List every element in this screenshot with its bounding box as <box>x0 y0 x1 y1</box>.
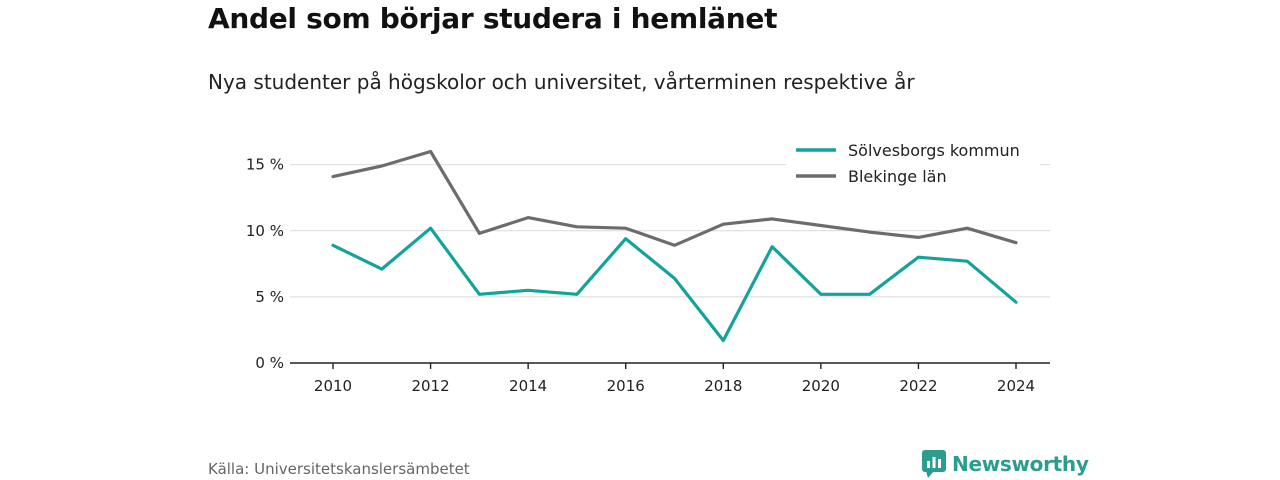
legend-label: Blekinge län <box>848 167 947 186</box>
x-tick-label: 2020 <box>802 377 840 395</box>
legend: Sölvesborgs kommun Blekinge län <box>786 133 1040 191</box>
x-tick-label: 2016 <box>607 377 645 395</box>
chart-title: Andel som börjar studera i hemlänet <box>208 2 778 35</box>
line-chart: 0 %5 %10 %15 % 2010 2012 2014 2016 2018 2020 2… <box>245 133 1050 395</box>
y-axis-ticks: 0 % 5 % 10 % 15 % <box>246 156 284 372</box>
legend-label: Sölvesborgs kommun <box>848 141 1020 160</box>
x-tick-label: 2018 <box>704 377 742 395</box>
series-line <box>331 149 1018 247</box>
legend-background <box>786 133 1040 191</box>
y-tick-label: 10 % <box>246 222 284 240</box>
brand-logo: Newsworthy <box>922 450 1089 478</box>
y-tick-label: 5 % <box>255 288 284 306</box>
y-tick-label: 0 % <box>255 354 284 372</box>
y-tick-label: 15 % <box>246 156 284 174</box>
brand-name: Newsworthy <box>952 452 1089 476</box>
x-tick-label: 2014 <box>509 377 547 395</box>
x-tick-label: 2010 <box>314 377 352 395</box>
series-lines <box>331 149 1018 343</box>
x-tick-label: 2024 <box>997 377 1035 395</box>
chart-subtitle: Nya studenter på högskolor och universit… <box>208 70 915 94</box>
x-tick-label: 2022 <box>899 377 937 395</box>
newsworthy-logo-icon <box>922 450 946 478</box>
x-tick-label: 2012 <box>411 377 449 395</box>
x-axis: 2010 2012 2014 2016 2018 2020 2022 2024 <box>290 362 1050 395</box>
series-line <box>331 226 1018 343</box>
source-note: Källa: Universitetskanslersämbetet <box>208 460 470 478</box>
